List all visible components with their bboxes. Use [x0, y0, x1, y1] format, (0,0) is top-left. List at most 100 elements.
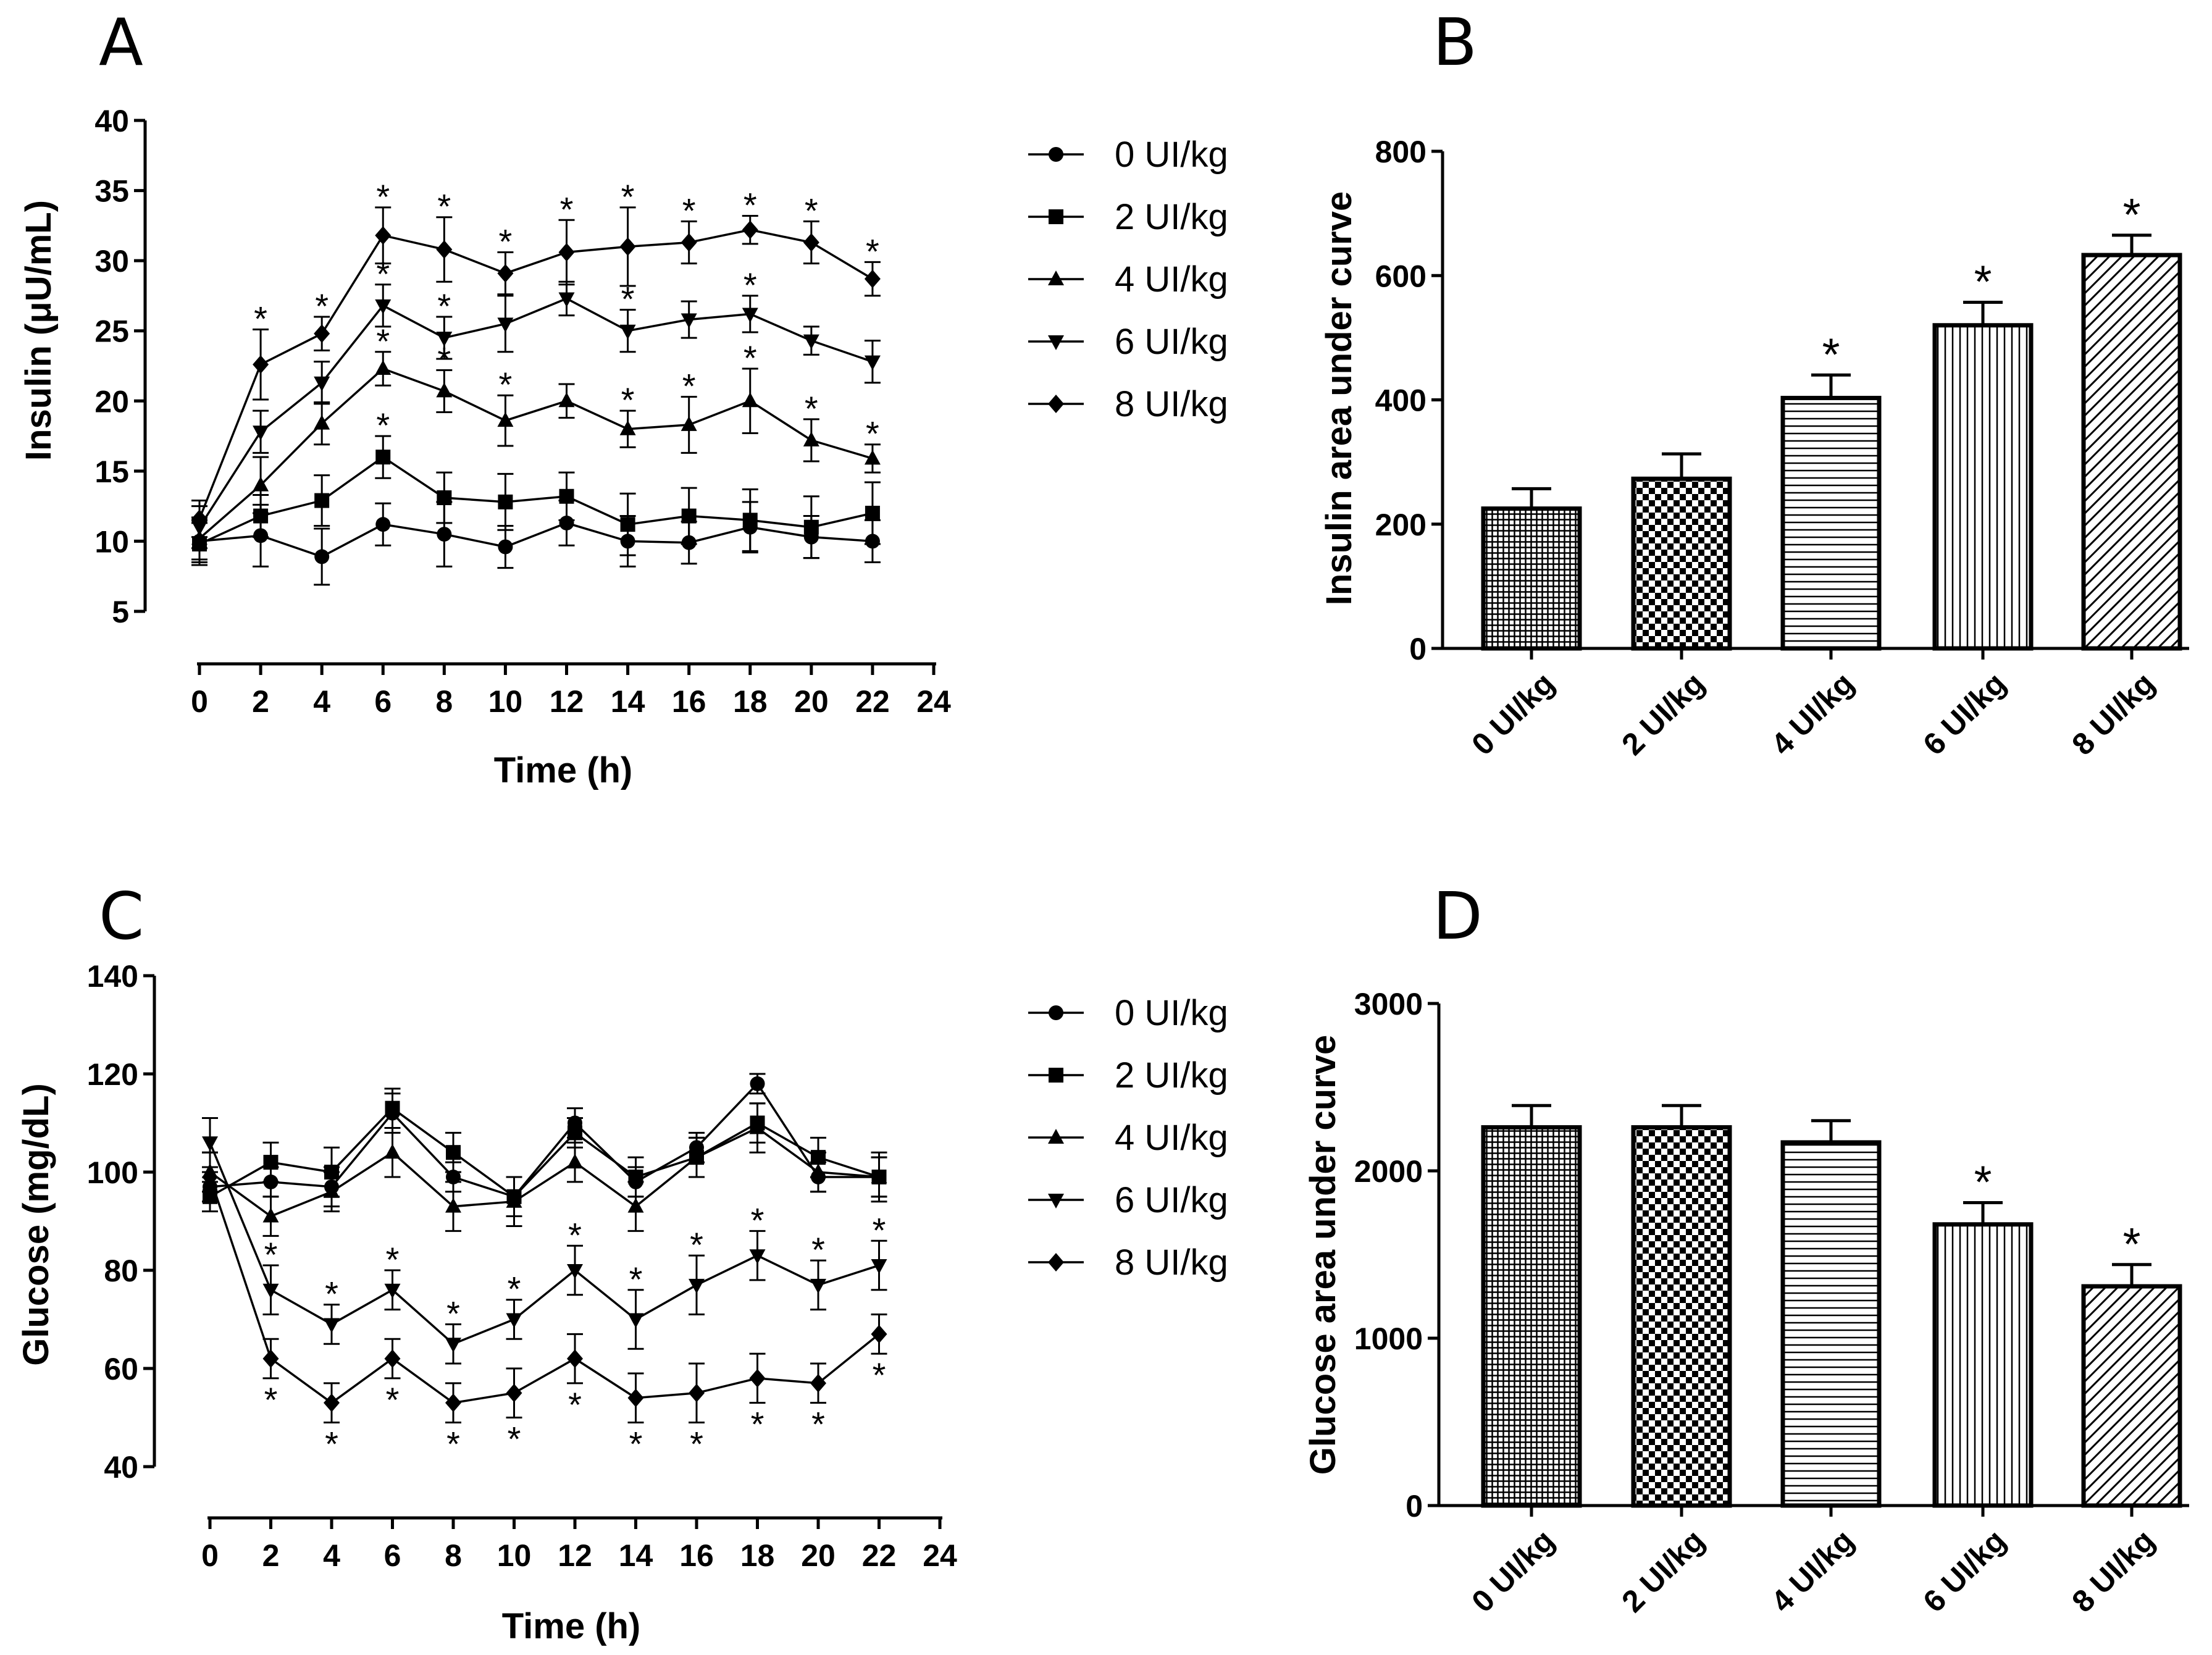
data-point: [681, 508, 697, 524]
legend-label: 6 UI/kg: [1115, 1180, 1228, 1220]
data-point: [498, 539, 513, 555]
data-point: [567, 1264, 583, 1279]
series-triangle-down: * * * * * * * * * * *: [202, 1117, 887, 1365]
data-point: [619, 237, 636, 256]
data-point: [253, 355, 269, 374]
panel-label-b: B: [1433, 5, 1477, 80]
x-tick-label: 24: [916, 684, 951, 719]
data-point: [253, 476, 269, 492]
data-point: [375, 360, 392, 375]
x-tick-label: 0 UI/kg: [1465, 1523, 1561, 1619]
data-point: [681, 233, 697, 252]
x-tick-label: 0 UI/kg: [1465, 666, 1561, 762]
bar: [1780, 395, 1882, 651]
bar: [1481, 506, 1582, 651]
x-axis-title: Time (h): [494, 750, 633, 790]
legend-label: 0 UI/kg: [1115, 993, 1228, 1033]
y-tick-label: 0: [1409, 632, 1426, 666]
y-tick-label: 140: [87, 959, 138, 994]
legend-item: 6 UI/kg: [1028, 1180, 1228, 1220]
data-point: [384, 1283, 401, 1299]
significance-marker: *: [508, 1420, 521, 1459]
significance-marker: *: [568, 1215, 582, 1254]
x-tick-label: 14: [619, 1538, 653, 1573]
data-point: [871, 1325, 887, 1344]
data-point: [497, 264, 514, 283]
significance-marker: *: [2123, 1218, 2141, 1270]
x-tick-label: 6 UI/kg: [1916, 666, 2013, 762]
data-point: [810, 1163, 826, 1178]
legend: 0 UI/kg 2 UI/kg 4 UI/kg 6 UI/kg 8 UI/kg: [1028, 993, 1228, 1283]
data-point: [750, 1076, 765, 1091]
data-point: [324, 1318, 340, 1333]
bar: [1631, 1125, 1732, 1508]
significance-marker: *: [325, 1424, 338, 1463]
significance-marker: *: [621, 177, 635, 216]
legend-marker: [1049, 209, 1063, 224]
data-point: [627, 1313, 644, 1328]
legend-marker: [1048, 270, 1064, 285]
y-tick-label: 3000: [1354, 987, 1423, 1021]
data-point: [627, 1388, 644, 1407]
data-point: [558, 392, 575, 408]
significance-marker: *: [437, 287, 451, 325]
significance-marker: *: [2123, 189, 2141, 240]
legend-item: 6 UI/kg: [1028, 322, 1228, 362]
data-point: [446, 1169, 461, 1184]
x-tick-label: 18: [740, 1538, 775, 1573]
bar: [2081, 253, 2182, 651]
significance-marker: *: [508, 1270, 521, 1309]
data-point: [262, 1283, 279, 1299]
legend-label: 2 UI/kg: [1115, 1055, 1228, 1096]
x-tick-label: 20: [794, 684, 829, 719]
legend-item: 4 UI/kg: [1028, 1118, 1228, 1158]
y-tick-label: 120: [87, 1057, 138, 1092]
data-point: [558, 292, 575, 308]
x-tick-label: 8 UI/kg: [2065, 1523, 2161, 1619]
significance-marker: *: [751, 1200, 765, 1239]
data-point: [864, 450, 881, 465]
data-point: [803, 334, 819, 350]
series-circle: [202, 1073, 887, 1218]
significance-marker: *: [1974, 256, 1992, 308]
y-axis-title: Insulin area under curve: [1319, 191, 1359, 605]
y-tick-label: 80: [104, 1254, 138, 1288]
data-point: [742, 513, 758, 528]
data-point: [498, 494, 513, 509]
y-tick-label: 5: [112, 595, 129, 629]
data-point: [864, 269, 881, 288]
data-point: [324, 1183, 340, 1198]
series-square: *: [191, 406, 881, 566]
y-axis-title: Insulin (μU/mL): [19, 200, 59, 461]
data-point: [445, 1393, 461, 1412]
legend-label: 0 UI/kg: [1115, 135, 1228, 175]
data-point: [436, 382, 453, 398]
series-circle: [191, 500, 881, 586]
y-axis-title: Glucose area under curve: [1303, 1035, 1343, 1475]
panel-label-c: C: [99, 879, 144, 954]
data-point: [506, 1192, 522, 1208]
legend-marker: [1048, 1194, 1064, 1209]
data-point: [384, 1349, 401, 1368]
significance-marker: *: [254, 299, 267, 338]
bar: [2081, 1284, 2182, 1508]
series-line: [209, 1082, 879, 1198]
x-tick-label: 6: [374, 684, 392, 719]
significance-marker: *: [376, 406, 390, 445]
data-point: [202, 1136, 218, 1152]
x-tick-label: 16: [679, 1538, 714, 1573]
x-tick-label: 20: [801, 1538, 836, 1573]
y-axis-title: Glucose (mg/dL): [16, 1083, 56, 1366]
significance-marker: *: [446, 1424, 460, 1463]
data-point: [689, 1383, 705, 1402]
x-tick-label: 6: [384, 1538, 401, 1573]
significance-marker: *: [866, 232, 879, 270]
data-point: [865, 506, 880, 521]
significance-marker: *: [682, 191, 696, 230]
significance-marker: *: [325, 1275, 338, 1314]
data-point: [384, 1144, 401, 1159]
series-line: [209, 1176, 880, 1404]
legend-label: 4 UI/kg: [1115, 259, 1228, 300]
significance-marker: *: [629, 1424, 643, 1463]
legend-item: 0 UI/kg: [1028, 993, 1228, 1033]
